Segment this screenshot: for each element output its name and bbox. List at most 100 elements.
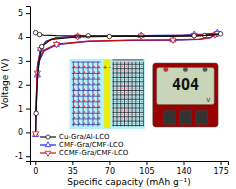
electrode-dot — [98, 94, 100, 96]
series-marker — [170, 38, 176, 43]
electrode-dot — [74, 83, 76, 85]
electrode-dot — [118, 118, 119, 119]
series-marker — [53, 42, 59, 47]
legend-label: CCMF-Gra/CMF-LCO — [59, 149, 129, 157]
electrode-dot — [133, 123, 134, 124]
electrode-grid — [72, 96, 101, 97]
battery-background — [70, 59, 145, 129]
electrode-dot — [137, 105, 138, 106]
electrode-grid — [72, 118, 101, 119]
electrode-grid — [72, 79, 101, 80]
electrode-dot — [122, 66, 123, 67]
electrode-dot — [74, 71, 76, 73]
electrode-dot — [122, 96, 123, 97]
electrode-dot — [141, 75, 142, 76]
tick: 35 — [68, 161, 78, 176]
electrode-dot — [118, 110, 119, 111]
electrode-dot — [88, 123, 90, 125]
electrode-dot — [130, 92, 131, 93]
tick: 175 — [213, 161, 228, 176]
electrode-grid — [73, 62, 74, 127]
electrode-dot — [126, 118, 127, 119]
electrode-dot — [130, 79, 131, 80]
electrode-dot — [118, 114, 119, 115]
plot-area: 03570105140175-1012345Specific capacity … — [0, 7, 229, 188]
electrode-dot — [126, 75, 127, 76]
electrode-dot — [88, 71, 90, 73]
electrode-dot — [74, 100, 76, 102]
series-line — [36, 33, 217, 111]
x-axis-title: Specific capacity (mAh g⁻¹) — [67, 177, 190, 187]
electrode-grid — [92, 62, 93, 127]
electrode-dot — [133, 92, 134, 93]
electrode-dot — [83, 100, 85, 102]
electrode-dot — [126, 101, 127, 102]
series-group — [33, 29, 223, 137]
electrode-grid — [72, 73, 101, 74]
electrode-grid — [112, 108, 143, 109]
tick-label: 0 — [18, 128, 23, 137]
electrode-dot — [74, 117, 76, 119]
y-axis-title: Voltage (V) — [0, 59, 10, 109]
electrode-dot — [137, 101, 138, 102]
electrode-dot — [118, 70, 119, 71]
series-marker — [33, 131, 39, 136]
electrode-dot — [98, 105, 100, 107]
electrode-dot — [115, 79, 116, 80]
tick: 3 — [18, 57, 30, 66]
electrode-dot — [115, 96, 116, 97]
series — [34, 32, 223, 132]
legend-label: CMF-Gra/CMF-LCO — [59, 141, 124, 149]
electrode-grid — [112, 77, 143, 78]
electrode-dot — [133, 110, 134, 111]
electrode-dot — [126, 105, 127, 106]
meter-screen — [157, 67, 214, 104]
electrode-dot — [133, 83, 134, 84]
tick-mark — [26, 109, 30, 110]
electrode-dot — [130, 75, 131, 76]
y-axis: -1012345 — [15, 7, 30, 162]
electrode-dot — [115, 92, 116, 93]
electrode-dot — [83, 123, 85, 125]
electrode-grid — [72, 84, 101, 85]
electrode-dot — [141, 118, 142, 119]
tick-label: -1 — [15, 152, 23, 161]
tick: 70 — [105, 161, 115, 176]
electrode-grid — [72, 113, 101, 114]
series-marker — [192, 34, 197, 39]
electrode-dot — [141, 61, 142, 62]
electrode-dot — [115, 88, 116, 89]
electrode-dot — [98, 83, 100, 85]
electrode-dot — [126, 66, 127, 67]
electrode-dot — [118, 88, 119, 89]
electrode-dot — [137, 79, 138, 80]
electrode-dot — [115, 110, 116, 111]
tick-label: 5 — [18, 9, 23, 18]
electrode-dot — [79, 100, 81, 102]
tick: 105 — [139, 161, 154, 176]
electrode-dot — [133, 61, 134, 62]
series — [33, 33, 219, 137]
electrode-dot — [126, 83, 127, 84]
electrode-dot — [133, 79, 134, 80]
electrode-grid — [112, 112, 143, 113]
electrode-dot — [130, 66, 131, 67]
electrode-dot — [126, 79, 127, 80]
electrode-dot — [79, 88, 81, 90]
tick-mark — [26, 85, 30, 86]
electrode-dot — [118, 105, 119, 106]
electrode-dot — [79, 123, 81, 125]
electrode-dot — [141, 123, 142, 124]
annotation: + — [102, 63, 107, 70]
electrode-dot — [133, 75, 134, 76]
electrode-dot — [133, 114, 134, 115]
electrode-dot — [74, 77, 76, 79]
electrode-dot — [83, 117, 85, 119]
electrode-dot — [93, 66, 95, 68]
electrode-dot — [115, 118, 116, 119]
electrode-dot — [118, 79, 119, 80]
electrode-dot — [126, 88, 127, 89]
tick-mark — [221, 161, 222, 165]
electrode-dot — [141, 105, 142, 106]
electrode-dot — [126, 114, 127, 115]
